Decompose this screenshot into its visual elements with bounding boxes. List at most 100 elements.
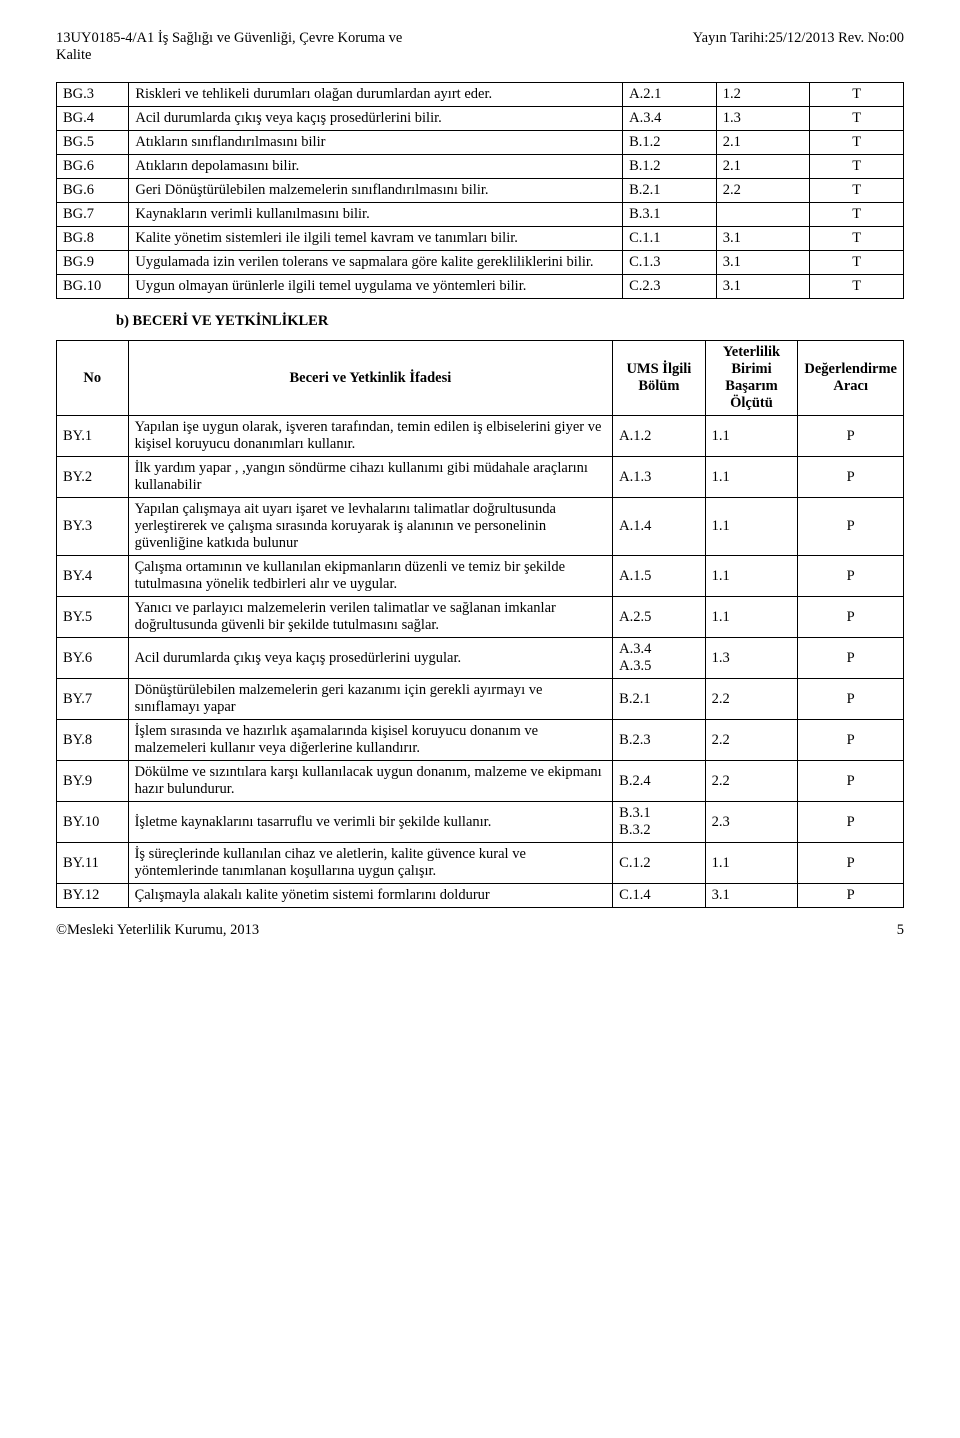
cell-c3: T: [810, 179, 904, 203]
cell-id: BY.8: [57, 720, 129, 761]
section-b-title: b) BECERİ VE YETKİNLİKLER: [116, 313, 904, 330]
cell-c1: C.1.1: [623, 227, 717, 251]
cell-id: BY.11: [57, 843, 129, 884]
cell-c2: 2.2: [716, 179, 810, 203]
table-row: BY.8İşlem sırasında ve hazırlık aşamalar…: [57, 720, 904, 761]
table-row: BY.5Yanıcı ve parlayıcı malzemelerin ver…: [57, 597, 904, 638]
page-header: 13UY0185-4/A1 İş Sağlığı ve Güvenliği, Ç…: [56, 30, 904, 64]
header-left-line2: Kalite: [56, 47, 91, 63]
cell-c2: 2.1: [716, 131, 810, 155]
cell-ums: A.3.4A.3.5: [613, 638, 705, 679]
cell-text: Çalışma ortamının ve kullanılan ekipmanl…: [128, 556, 613, 597]
cell-yet: 1.1: [705, 556, 798, 597]
table-row: BG.7Kaynakların verimli kullanılmasını b…: [57, 203, 904, 227]
cell-deg: P: [798, 679, 904, 720]
cell-id: BY.6: [57, 638, 129, 679]
cell-c2: 3.1: [716, 275, 810, 299]
cell-yet: 2.2: [705, 720, 798, 761]
cell-c3: T: [810, 155, 904, 179]
table-row: BY.12Çalışmayla alakalı kalite yönetim s…: [57, 884, 904, 908]
cell-c3: T: [810, 251, 904, 275]
header-right: Yayın Tarihi:25/12/2013 Rev. No:00: [693, 30, 904, 64]
cell-yet: 3.1: [705, 884, 798, 908]
th-yet: Yeterlilik Birimi Başarım Ölçütü: [705, 341, 798, 416]
cell-c3: T: [810, 275, 904, 299]
cell-c2: 3.1: [716, 251, 810, 275]
cell-deg: P: [798, 720, 904, 761]
cell-c2: 1.2: [716, 83, 810, 107]
cell-text: Atıkların sınıflandırılmasını bilir: [129, 131, 623, 155]
cell-c3: T: [810, 107, 904, 131]
header-left: 13UY0185-4/A1 İş Sağlığı ve Güvenliği, Ç…: [56, 30, 402, 64]
cell-text: Uygulamada izin verilen tolerans ve sapm…: [129, 251, 623, 275]
cell-ums: A.1.3: [613, 457, 705, 498]
cell-id: BY.1: [57, 416, 129, 457]
cell-id: BG.8: [57, 227, 129, 251]
cell-c1: A.3.4: [623, 107, 717, 131]
cell-id: BG.3: [57, 83, 129, 107]
cell-id: BG.4: [57, 107, 129, 131]
table-row: BG.6Atıkların depolamasını bilir.B.1.22.…: [57, 155, 904, 179]
table-row: BG.3Riskleri ve tehlikeli durumları olağ…: [57, 83, 904, 107]
table-row: BY.7Dönüştürülebilen malzemelerin geri k…: [57, 679, 904, 720]
table-row: BG.5Atıkların sınıflandırılmasını bilirB…: [57, 131, 904, 155]
th-no: No: [57, 341, 129, 416]
table-by: No Beceri ve Yetkinlik İfadesi UMS İlgil…: [56, 340, 904, 908]
table-row: BY.6Acil durumlarda çıkış veya kaçış pro…: [57, 638, 904, 679]
cell-id: BY.12: [57, 884, 129, 908]
cell-id: BY.4: [57, 556, 129, 597]
table-by-header-row: No Beceri ve Yetkinlik İfadesi UMS İlgil…: [57, 341, 904, 416]
table-bg: BG.3Riskleri ve tehlikeli durumları olağ…: [56, 82, 904, 299]
cell-c2: 1.3: [716, 107, 810, 131]
cell-c1: B.1.2: [623, 131, 717, 155]
cell-ums: B.2.4: [613, 761, 705, 802]
cell-yet: 1.3: [705, 638, 798, 679]
cell-text: İş süreçlerinde kullanılan cihaz ve alet…: [128, 843, 613, 884]
cell-ums: B.2.3: [613, 720, 705, 761]
cell-text: Kalite yönetim sistemleri ile ilgili tem…: [129, 227, 623, 251]
cell-c2: [716, 203, 810, 227]
page-footer: ©Mesleki Yeterlilik Kurumu, 2013 5: [56, 922, 904, 939]
cell-id: BY.7: [57, 679, 129, 720]
cell-yet: 1.1: [705, 457, 798, 498]
cell-id: BG.10: [57, 275, 129, 299]
cell-text: İşlem sırasında ve hazırlık aşamalarında…: [128, 720, 613, 761]
cell-ums: A.1.2: [613, 416, 705, 457]
cell-id: BG.5: [57, 131, 129, 155]
cell-text: Dökülme ve sızıntılara karşı kullanılaca…: [128, 761, 613, 802]
table-row: BG.6Geri Dönüştürülebilen malzemelerin s…: [57, 179, 904, 203]
cell-deg: P: [798, 884, 904, 908]
cell-yet: 1.1: [705, 498, 798, 556]
cell-c1: B.1.2: [623, 155, 717, 179]
th-deg: Değerlendirme Aracı: [798, 341, 904, 416]
cell-text: İlk yardım yapar , ,yangın söndürme ciha…: [128, 457, 613, 498]
table-row: BY.1Yapılan işe uygun olarak, işveren ta…: [57, 416, 904, 457]
cell-text: Atıkların depolamasını bilir.: [129, 155, 623, 179]
table-row: BY.2İlk yardım yapar , ,yangın söndürme …: [57, 457, 904, 498]
cell-text: Acil durumlarda çıkış veya kaçış prosedü…: [129, 107, 623, 131]
cell-ums: A.1.4: [613, 498, 705, 556]
cell-id: BY.5: [57, 597, 129, 638]
cell-yet: 1.1: [705, 597, 798, 638]
cell-text: Geri Dönüştürülebilen malzemelerin sınıf…: [129, 179, 623, 203]
cell-c1: B.3.1: [623, 203, 717, 227]
cell-deg: P: [798, 498, 904, 556]
cell-c1: A.2.1: [623, 83, 717, 107]
cell-text: Yapılan işe uygun olarak, işveren tarafı…: [128, 416, 613, 457]
cell-id: BG.7: [57, 203, 129, 227]
cell-id: BY.9: [57, 761, 129, 802]
cell-c3: T: [810, 203, 904, 227]
cell-text: Kaynakların verimli kullanılmasını bilir…: [129, 203, 623, 227]
cell-deg: P: [798, 761, 904, 802]
th-ifade: Beceri ve Yetkinlik İfadesi: [128, 341, 613, 416]
cell-c2: 3.1: [716, 227, 810, 251]
table-row: BY.3Yapılan çalışmaya ait uyarı işaret v…: [57, 498, 904, 556]
cell-id: BG.6: [57, 179, 129, 203]
footer-right: 5: [897, 922, 904, 939]
cell-deg: P: [798, 556, 904, 597]
cell-ums: C.1.4: [613, 884, 705, 908]
cell-deg: P: [798, 638, 904, 679]
cell-ums: C.1.2: [613, 843, 705, 884]
cell-yet: 2.2: [705, 761, 798, 802]
cell-id: BY.10: [57, 802, 129, 843]
